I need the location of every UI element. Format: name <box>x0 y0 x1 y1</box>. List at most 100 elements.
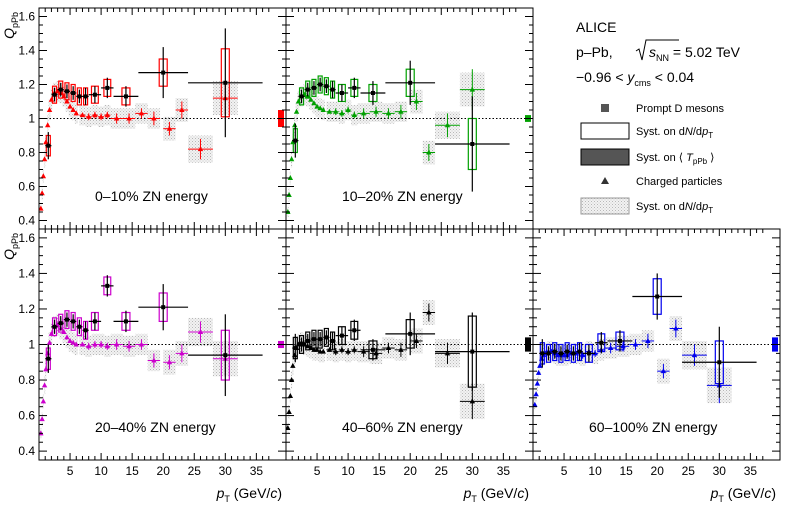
legend-label: Syst. on ⟨ TpPb ⟩ <box>636 152 714 166</box>
d-meson-point <box>70 83 77 103</box>
charged-point <box>535 369 542 375</box>
charged-marker <box>314 103 320 109</box>
d-meson-point <box>576 342 583 362</box>
d-meson-marker <box>339 333 344 338</box>
y-tick-label: 1.6 <box>18 10 35 24</box>
d-meson-marker <box>293 138 298 143</box>
x-tick-label: 5 <box>314 464 321 478</box>
charged-point <box>147 111 161 126</box>
charged-point <box>293 108 300 114</box>
charged-marker <box>197 146 204 152</box>
charged-marker <box>290 362 296 368</box>
y-tick-label: 0.6 <box>18 409 35 423</box>
charged-marker <box>293 108 300 114</box>
charged-point <box>311 100 317 106</box>
charged-point <box>41 382 48 388</box>
d-meson-point <box>323 77 330 96</box>
d-meson-point <box>51 317 58 337</box>
charged-point <box>369 106 383 117</box>
charged-point <box>98 340 105 349</box>
d-meson-point <box>360 81 386 105</box>
d-meson-marker <box>586 351 591 356</box>
charged-marker <box>326 346 333 352</box>
charged-marker <box>535 369 542 375</box>
d-meson-point <box>292 333 299 363</box>
charged-point <box>73 341 79 347</box>
charged-point <box>39 416 45 422</box>
y-tick-label: 1.4 <box>18 44 35 58</box>
d-meson-point <box>138 47 189 99</box>
y-tick-label: 1.6 <box>18 231 35 245</box>
charged-point <box>188 138 213 160</box>
charged-point <box>91 340 98 349</box>
x-tick-label: 35 <box>497 464 511 478</box>
x-axis-title-unit: (GeV/ <box>724 485 765 501</box>
d-meson-marker <box>324 335 329 340</box>
x-tick-label: 10 <box>588 464 602 478</box>
charged-marker <box>166 125 173 131</box>
y-ticks <box>39 7 286 230</box>
d-meson-point <box>539 339 546 368</box>
panel-label: 0–10% ZN energy <box>95 188 208 204</box>
d-meson-point <box>595 332 608 354</box>
charged-marker <box>673 325 679 331</box>
panels-layer: 0–10% ZN energy 10–20% ZN energy 20–40% ZN… <box>38 7 781 461</box>
charged-marker <box>385 345 392 351</box>
x-axis-title: pT (GeV/c) <box>216 485 282 504</box>
charged-point <box>40 398 47 404</box>
charged-marker <box>41 156 48 162</box>
legend-square-marker <box>601 104 609 112</box>
labels-layer: 0.40.60.811.21.41.6QpPb0.40.60.811.21.41… <box>1 10 776 505</box>
charged-point <box>64 334 70 340</box>
x-tick-label: 30 <box>466 464 480 478</box>
charged-marker <box>360 348 367 354</box>
charged-point <box>98 113 105 121</box>
d-meson-point <box>76 87 83 106</box>
charged-marker <box>345 348 351 354</box>
d-meson-marker <box>577 349 582 354</box>
charged-point <box>317 105 323 111</box>
legend-entry: Prompt D mesons <box>601 103 725 115</box>
charged-point <box>39 190 45 196</box>
y-ticks <box>286 228 533 461</box>
charged-marker <box>64 98 70 104</box>
charged-point <box>91 111 98 119</box>
charged-marker <box>85 113 92 119</box>
charged-point <box>308 96 314 102</box>
charged-marker <box>317 105 323 111</box>
charged-point <box>314 103 320 109</box>
legend-open-box <box>580 122 630 140</box>
charged-marker <box>632 341 639 347</box>
charged-marker <box>46 339 53 345</box>
charged-marker <box>39 205 44 211</box>
d-meson-marker <box>64 89 69 94</box>
d-meson-point <box>632 273 683 320</box>
d-meson-point <box>348 77 361 99</box>
x-tick-label: 5 <box>67 464 74 478</box>
x-tick-label: 30 <box>713 464 727 478</box>
d-meson-point <box>545 343 552 363</box>
y-axis-title: QpPb <box>1 233 20 260</box>
charged-point <box>382 108 395 119</box>
d-meson-point <box>82 320 89 340</box>
charged-point <box>67 103 73 109</box>
legend-label: Prompt D mesons <box>636 103 725 115</box>
charged-point <box>135 339 148 350</box>
d-meson-marker <box>470 142 475 146</box>
y-tick-label: 0.4 <box>18 214 35 228</box>
x-ticks <box>44 8 270 229</box>
charged-marker <box>645 337 651 343</box>
d-meson-marker <box>123 94 128 99</box>
charged-marker <box>79 112 86 118</box>
panel-5: 60–100% ZN energy <box>532 228 781 461</box>
charged-point <box>410 333 423 349</box>
d-meson-marker <box>58 321 63 326</box>
d-meson-point <box>335 83 349 103</box>
charged-marker <box>660 368 667 374</box>
charged-point <box>79 341 86 347</box>
panel-plot-area <box>39 275 286 439</box>
charged-marker <box>398 108 404 114</box>
charged-point <box>110 113 123 124</box>
charged-point <box>357 108 370 119</box>
d-meson-point <box>329 331 336 351</box>
